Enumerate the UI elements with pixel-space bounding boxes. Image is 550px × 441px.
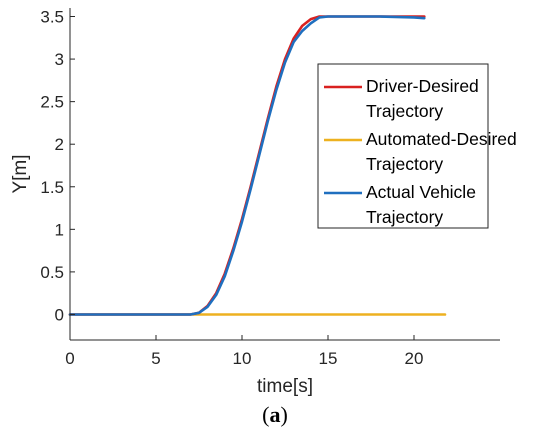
x-tick-label: 20 (405, 349, 424, 368)
caption-open: ( (262, 402, 270, 427)
x-tick-label: 15 (319, 349, 338, 368)
legend-label: Trajectory (366, 101, 443, 121)
legend-box (317, 63, 489, 229)
legend: Driver-Desired Trajectory Automated-Desire… (317, 63, 517, 229)
y-tick-label: 1.5 (40, 178, 64, 197)
x-axis-label: time[s] (257, 376, 313, 397)
y-tick-label: 0 (55, 305, 64, 324)
legend-label: Actual Vehicle (366, 182, 476, 202)
series-layer (68, 15, 447, 316)
y-tick-label: 3 (55, 50, 64, 69)
y-tick-label: 2 (55, 135, 64, 154)
y-tick-label: 1 (55, 220, 64, 239)
y-axis-label: Y[m] (10, 154, 31, 193)
legend-label: Automated-Desired (366, 129, 517, 149)
figure-caption: (a) (0, 402, 550, 428)
x-tick-label: 5 (151, 349, 160, 368)
legend-label: Trajectory (366, 154, 443, 174)
y-tick-label: 0.5 (40, 263, 64, 282)
x-tick-label: 10 (233, 349, 252, 368)
x-tick-label: 0 (65, 349, 74, 368)
series-line-2 (68, 15, 426, 316)
caption-letter: a (269, 402, 281, 427)
caption-close: ) (280, 402, 288, 427)
y-tick-label: 2.5 (40, 93, 64, 112)
axes-layer: 0 5 10 15 20 0 0.5 1 1.5 2 2.5 3 3.5 (40, 8, 500, 368)
trajectory-chart: 0 5 10 15 20 0 0.5 1 1.5 2 2.5 3 3.5 time[s] Y[m] Dr… (10, 8, 517, 397)
y-tick-label: 3.5 (40, 8, 64, 27)
legend-label: Trajectory (366, 207, 443, 227)
legend-label: Driver-Desired (366, 76, 479, 96)
